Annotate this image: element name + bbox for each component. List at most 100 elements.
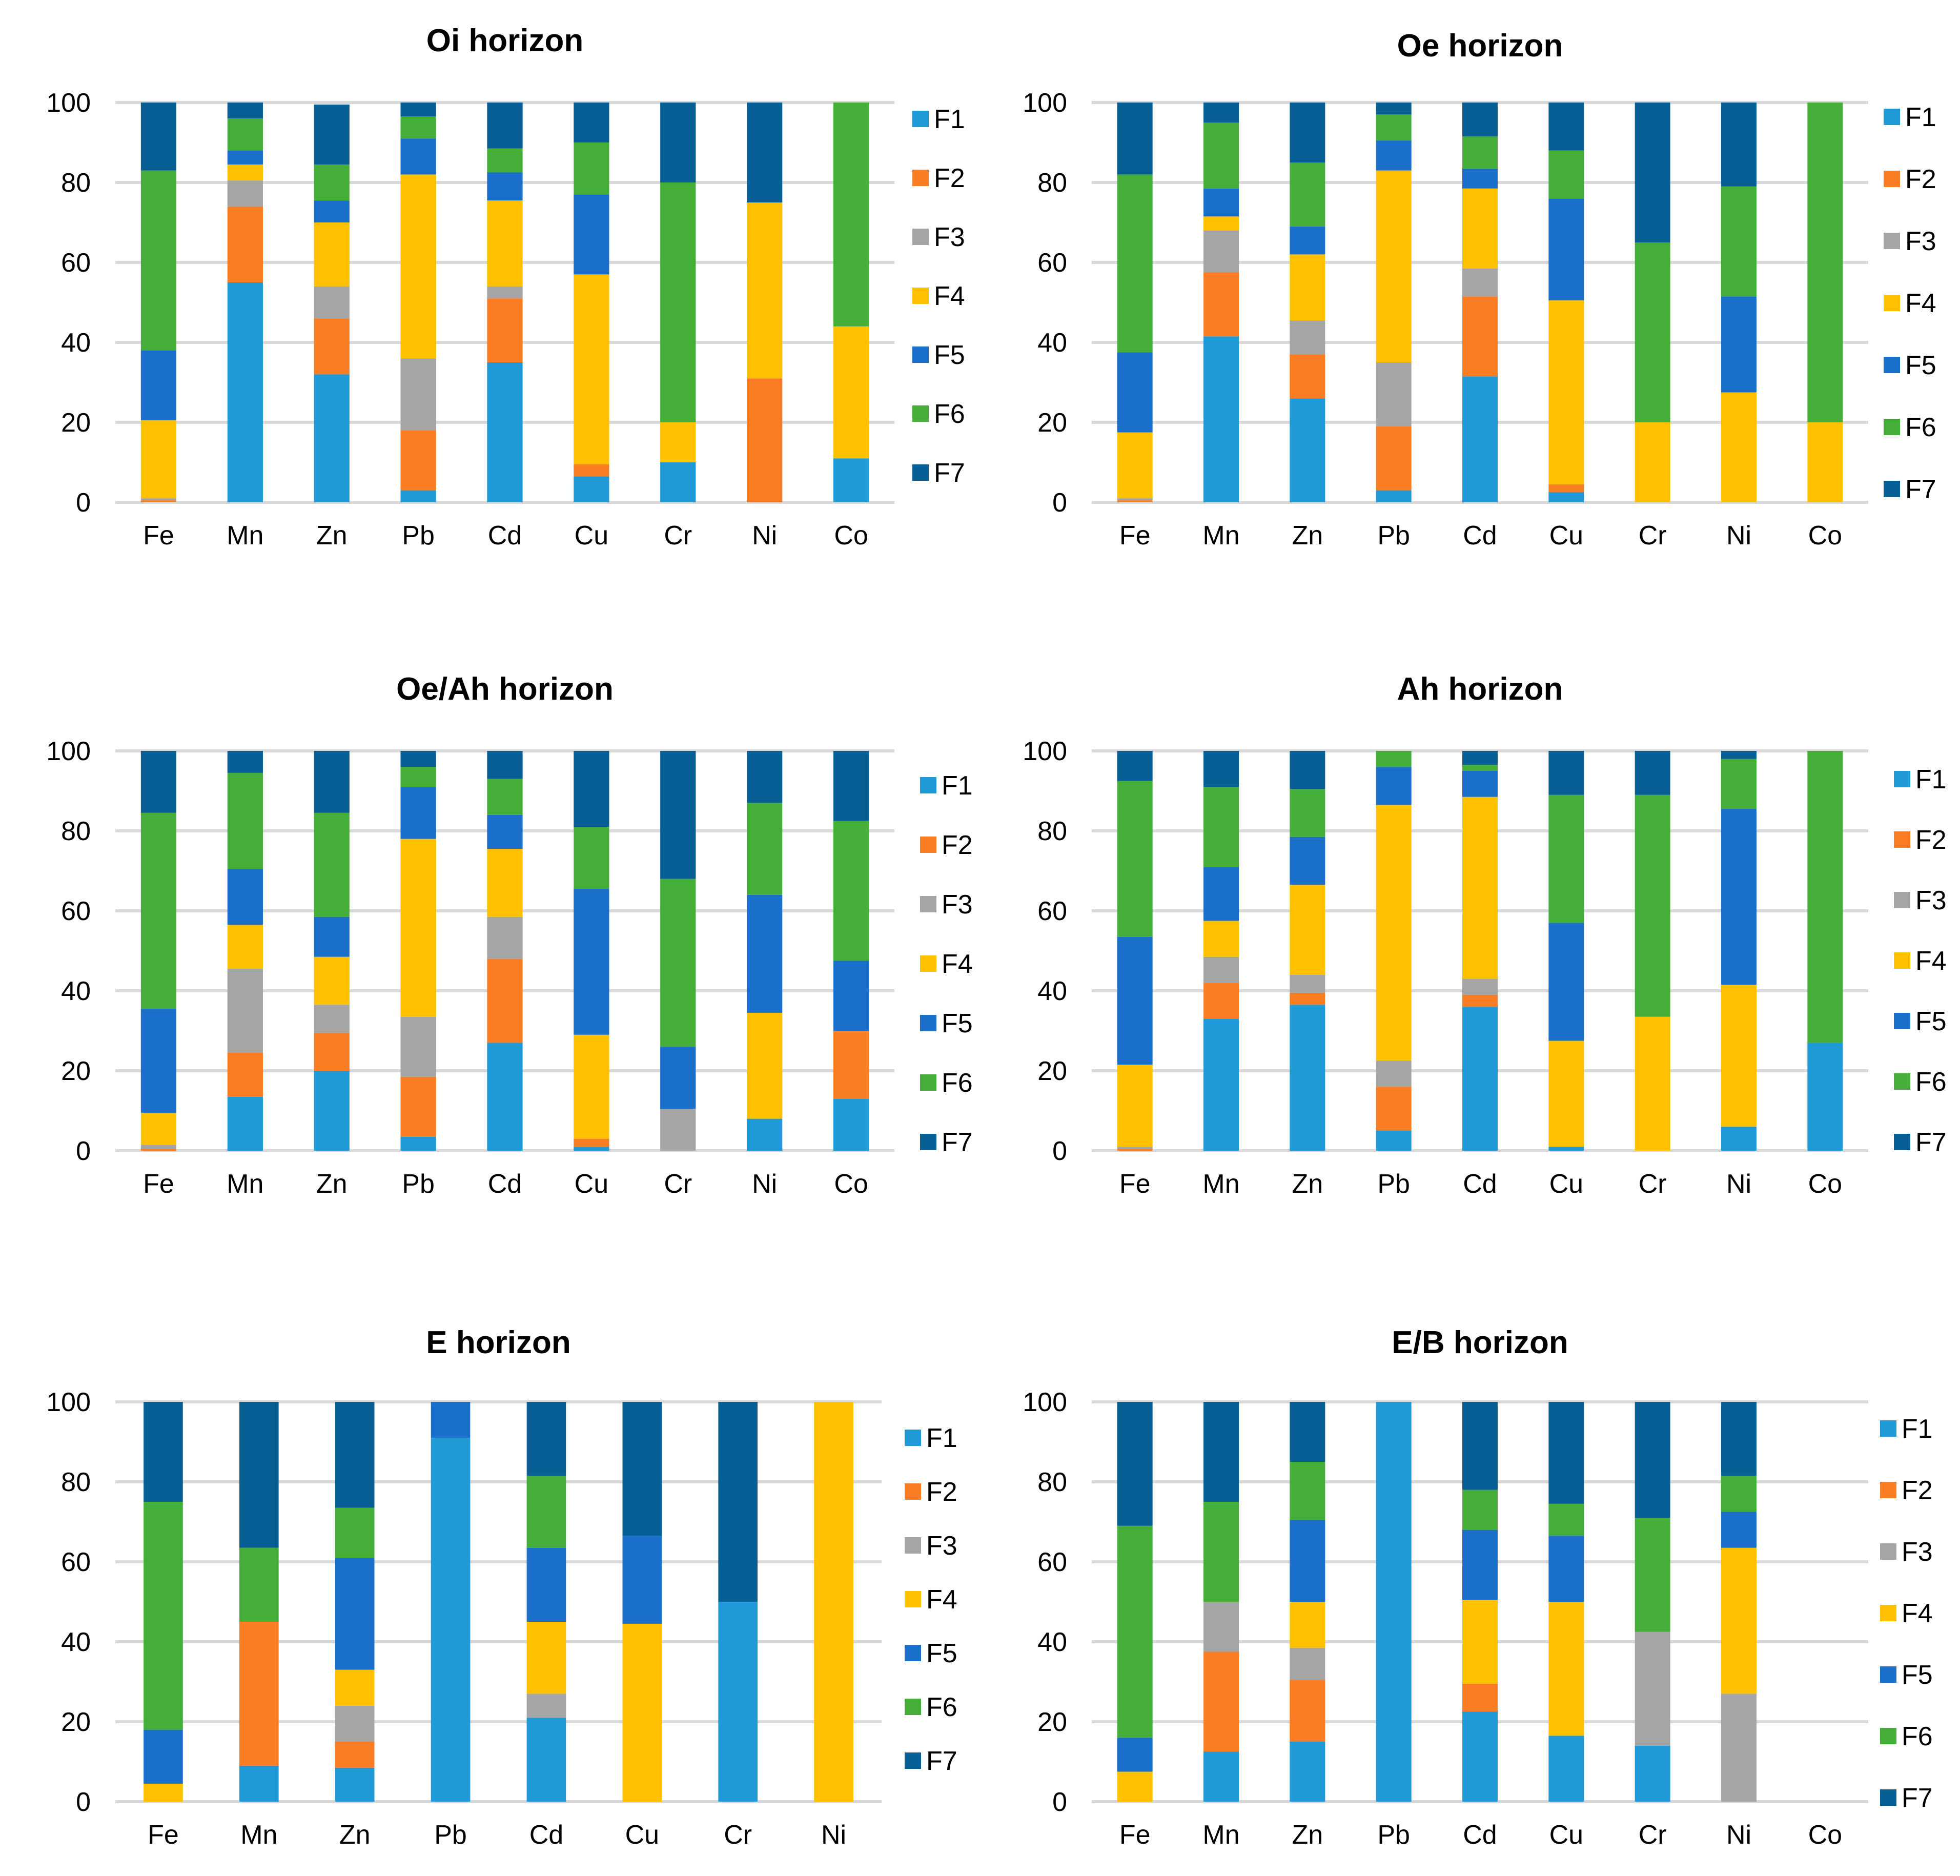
legend-swatch — [1880, 1482, 1896, 1498]
bar-segment — [227, 180, 263, 207]
legend-label: F2 — [942, 830, 973, 860]
legend-label: F2 — [926, 1477, 957, 1507]
bar-segment — [144, 1502, 183, 1730]
bar-segment — [1548, 300, 1584, 484]
chart-panel: Oe horizon 0 20 40 60 80 100 Fe Mn Zn Pb Cd Cu Cr Ni Co… — [1023, 28, 1936, 550]
bar-segment — [487, 959, 523, 1043]
bar-segment — [1462, 771, 1498, 797]
chart-title: Oe/Ah horizon — [396, 671, 614, 707]
bar-segment — [487, 148, 523, 173]
bar-segment — [487, 172, 523, 201]
bar-segment — [314, 222, 350, 287]
legend-swatch — [905, 1645, 921, 1661]
bar-segment — [1721, 103, 1757, 187]
bar-segment — [140, 1149, 177, 1151]
bar-segment — [1721, 809, 1757, 985]
bar-segment — [574, 142, 609, 195]
bar-segment — [487, 200, 523, 287]
bar-segment — [400, 751, 436, 767]
bar-segment — [1117, 1149, 1153, 1151]
x-tick-label: Zn — [339, 1820, 371, 1850]
x-tick-label: Zn — [316, 521, 348, 550]
bar-segment — [144, 1402, 183, 1502]
legend-swatch — [1884, 171, 1900, 187]
bar-segment — [335, 1402, 375, 1508]
bar-segment — [227, 150, 263, 165]
legend-label: F6 — [1905, 413, 1936, 442]
bar-segment — [747, 103, 783, 202]
legend-label: F7 — [1902, 1783, 1933, 1813]
bar-segment — [1635, 103, 1670, 242]
legend-label: F4 — [934, 281, 965, 311]
x-tick-label: Zn — [1292, 521, 1323, 550]
legend-label: F4 — [1902, 1599, 1933, 1628]
y-tick-label: 0 — [76, 1136, 91, 1166]
legend-swatch — [920, 896, 936, 912]
legend-swatch — [905, 1752, 921, 1769]
bar-segment — [660, 1109, 696, 1151]
y-tick-label: 20 — [61, 1056, 91, 1086]
y-tick-label: 20 — [61, 1707, 91, 1737]
bar-segment — [833, 458, 869, 502]
bar-segment — [227, 206, 263, 282]
bar-segment — [227, 103, 263, 119]
bar-segment — [1721, 1512, 1757, 1548]
bar-segment — [487, 286, 523, 299]
legend-swatch — [920, 837, 936, 853]
legend-swatch — [912, 346, 929, 363]
y-tick-label: 80 — [61, 168, 91, 198]
bar-segment — [1462, 797, 1498, 979]
bar-segment — [1462, 188, 1498, 269]
bar-segment — [1290, 354, 1325, 399]
x-tick-label: Cr — [1639, 521, 1667, 550]
x-tick-label: Cr — [1639, 1820, 1667, 1850]
bar-segment — [1117, 432, 1153, 499]
bar-segment — [526, 1402, 566, 1476]
bar-segment — [574, 194, 609, 275]
legend-label: F1 — [1902, 1414, 1933, 1444]
y-tick-label: 100 — [1023, 1388, 1067, 1417]
bar-segment — [1376, 751, 1412, 767]
bar-segment — [1635, 422, 1670, 502]
bar-segment — [400, 116, 436, 139]
legend-swatch — [1894, 1134, 1910, 1150]
bar-segment — [1462, 1600, 1498, 1684]
bar-segment — [1548, 150, 1584, 199]
legend-label: F5 — [1905, 351, 1936, 380]
bar-segment — [1376, 767, 1412, 805]
bar-segment — [833, 1098, 869, 1151]
x-tick-label: Cu — [1549, 521, 1583, 550]
bar-segment — [1548, 794, 1584, 923]
legend-swatch — [1894, 831, 1910, 848]
bar-segment — [1376, 805, 1412, 1061]
bar-segment — [400, 103, 436, 117]
y-tick-label: 40 — [1037, 1627, 1067, 1657]
bar-segment — [140, 350, 177, 421]
bar-segment — [1721, 392, 1757, 502]
bar-segment — [1807, 422, 1843, 502]
legend-swatch — [1880, 1420, 1896, 1437]
x-tick-label: Ni — [1726, 1169, 1751, 1199]
bar-segment — [574, 464, 609, 477]
bar-segment — [487, 751, 523, 779]
bar-segment — [140, 1112, 177, 1145]
bar-segment — [227, 969, 263, 1053]
bar-segment — [1203, 787, 1239, 867]
legend-label: F2 — [1915, 825, 1947, 855]
bar-segment — [1548, 1536, 1584, 1602]
bar-segment — [1203, 103, 1239, 123]
legend-swatch — [920, 955, 936, 972]
bar-segment — [833, 821, 869, 961]
legend-label: F2 — [1902, 1476, 1933, 1505]
bar-segment — [400, 1016, 436, 1077]
bar-segment — [314, 104, 350, 165]
bar-segment — [814, 1402, 853, 1802]
bar-segment — [574, 889, 609, 1035]
bar-segment — [1203, 921, 1239, 957]
y-tick-label: 0 — [76, 488, 91, 518]
bar-segment — [335, 1742, 375, 1768]
bar-segment — [1462, 136, 1498, 169]
y-tick-label: 40 — [61, 1627, 91, 1657]
y-tick-label: 0 — [1052, 488, 1067, 518]
legend-swatch — [1894, 1013, 1910, 1029]
